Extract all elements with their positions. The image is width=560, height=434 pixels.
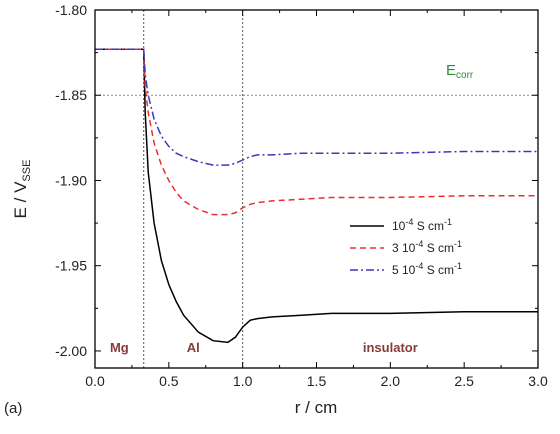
x-tick-label-3: 1.5 [307, 373, 327, 389]
region-label-2: insulator [363, 340, 418, 355]
y-tick-labels: -1.80 -1.85 -1.90 -1.95 -2.00 [55, 2, 87, 359]
y-tick-label-1: -1.85 [55, 87, 87, 103]
reference-lines [95, 10, 538, 368]
panel-label: (a) [4, 400, 22, 417]
x-tick-label-0: 0.0 [85, 373, 105, 389]
x-axis-title: r / cm [295, 398, 338, 417]
x-tick-labels: 0.0 0.5 1.0 1.5 2.0 2.5 3.0 [85, 373, 548, 389]
y-tick-label-0: -1.80 [55, 2, 87, 18]
legend-label-2: 5 10-4 S cm-1 [392, 261, 462, 277]
x-tick-label-2: 1.0 [233, 373, 253, 389]
legend: 10-4 S cm-1 3 10-4 S cm-1 5 10-4 S cm-1 [350, 217, 462, 277]
y-tick-label-4: -2.00 [55, 343, 87, 359]
series-line-0 [95, 48, 538, 344]
legend-label-1: 3 10-4 S cm-1 [392, 239, 462, 255]
series-layer [95, 48, 538, 344]
x-tick-label-4: 2.0 [381, 373, 401, 389]
series-line-2 [95, 48, 538, 166]
region-label-0: Mg [110, 340, 129, 355]
x-tick-label-1: 0.5 [159, 373, 179, 389]
legend-label-0: 10-4 S cm-1 [392, 217, 452, 233]
region-labels: Mg Al insulator [110, 340, 418, 355]
y-tick-label-3: -1.95 [55, 258, 87, 274]
tick-layer [94, 9, 539, 368]
ecorr-label: Ecorr [446, 62, 474, 81]
y-tick-label-2: -1.90 [55, 172, 87, 188]
x-tick-label-5: 2.5 [454, 373, 474, 389]
y-axis-title: E / VSSE [11, 160, 33, 219]
x-tick-label-6: 3.0 [528, 373, 548, 389]
region-label-1: Al [187, 340, 200, 355]
